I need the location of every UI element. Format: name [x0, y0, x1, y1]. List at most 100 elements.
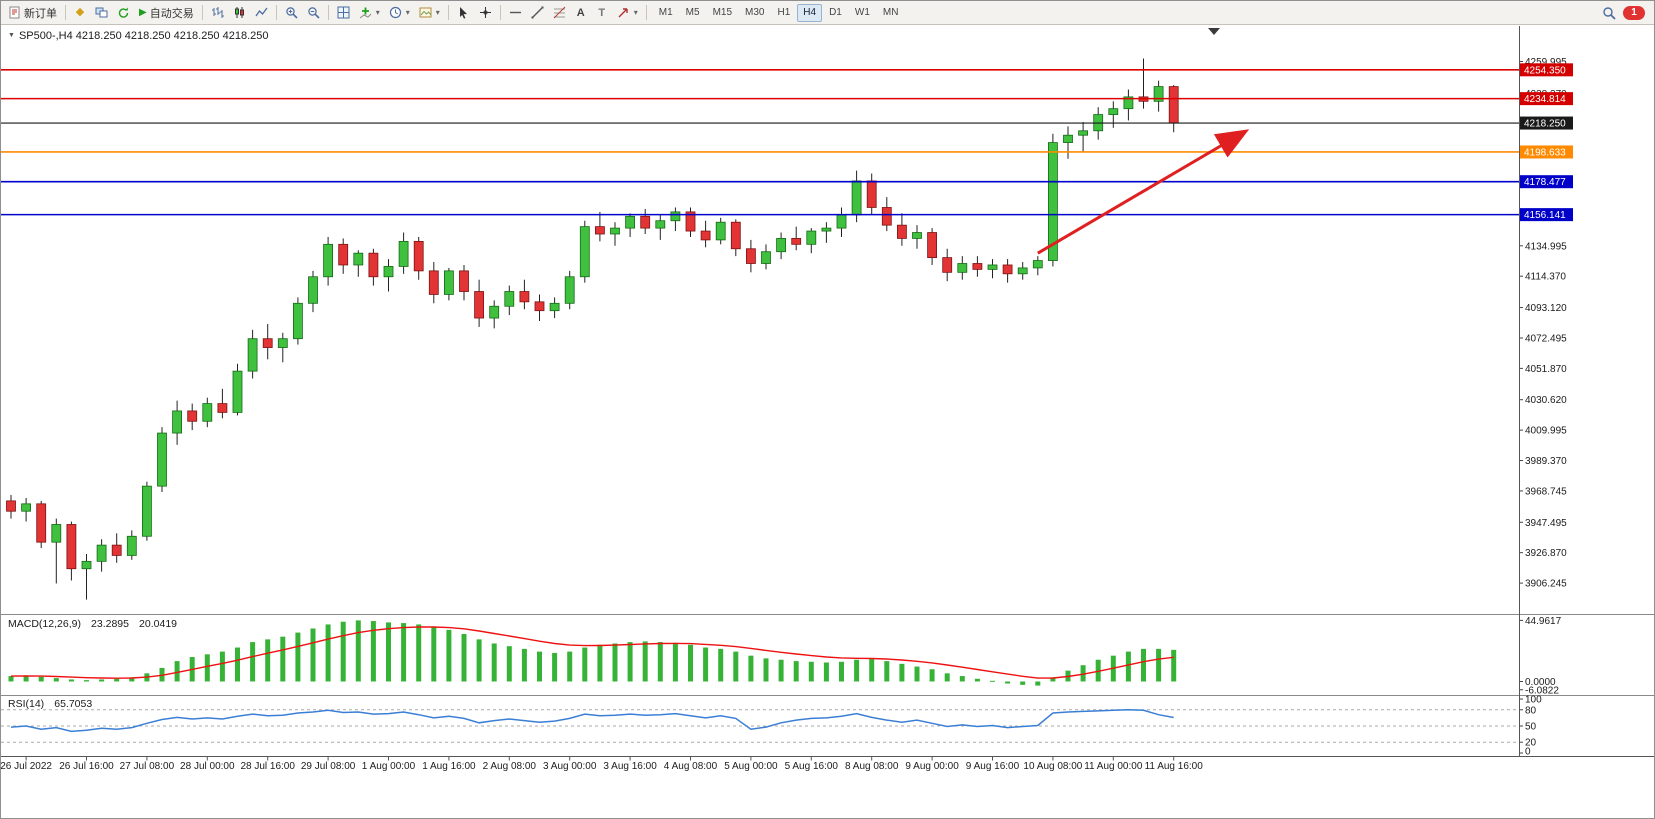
candle-body: [1123, 96, 1134, 110]
trend-arrow[interactable]: [1037, 129, 1250, 255]
macd-bar: [929, 669, 935, 682]
y-tick-label: 3947.495: [1525, 518, 1567, 529]
candle-body: [443, 270, 454, 295]
chart-canvas[interactable]: 4259.9954238.3704134.9954114.3704093.120…: [1, 26, 1655, 819]
timeframe-D1[interactable]: D1: [823, 4, 848, 22]
crosshair-button[interactable]: [475, 3, 496, 23]
timeframe-M15[interactable]: M15: [707, 4, 738, 22]
notification-badge[interactable]: 1: [1623, 5, 1645, 20]
fibonacci-button[interactable]: [549, 3, 570, 23]
candle-body: [519, 291, 530, 303]
templates-button[interactable]: ▾: [415, 3, 444, 23]
macd-bar: [1171, 649, 1177, 682]
chevron-down-icon: ▾: [375, 8, 380, 17]
candle-body: [549, 302, 560, 312]
line-chart-button[interactable]: [251, 3, 272, 23]
macd-bar: [899, 663, 905, 682]
candle-body: [202, 403, 213, 422]
label-tool-label: T: [598, 6, 606, 19]
label-tool-button[interactable]: T: [592, 3, 612, 23]
x-tick-label: 11 Aug 16:00: [1145, 761, 1204, 772]
macd-bar: [99, 679, 105, 682]
candle-body: [413, 240, 424, 272]
candle-body: [927, 232, 937, 258]
autotrading-button[interactable]: ▶ 自动交易: [135, 3, 198, 23]
trendline-button[interactable]: [527, 3, 548, 23]
macd-bar: [552, 652, 558, 682]
timeframe-H1[interactable]: H1: [771, 4, 796, 22]
candle-body: [1063, 134, 1073, 143]
timeframe-M5[interactable]: M5: [680, 4, 706, 22]
macd-bar: [1020, 681, 1026, 685]
candle-body: [21, 503, 32, 512]
x-tick-label: 9 Aug 00:00: [905, 761, 959, 772]
candle-body: [579, 226, 590, 278]
macd-axis-label: 44.9617: [1525, 616, 1562, 627]
macd-bar: [748, 655, 754, 682]
line-chart-icon: [255, 7, 268, 17]
macd-bar: [446, 629, 452, 682]
timeframe-W1[interactable]: W1: [849, 4, 876, 22]
x-tick-label: 9 Aug 16:00: [966, 761, 1020, 772]
timeframe-MN[interactable]: MN: [877, 4, 905, 22]
rsi-axis-label: 20: [1525, 738, 1537, 749]
candle-body: [277, 338, 288, 348]
x-tick-label: 1 Aug 00:00: [362, 761, 416, 772]
price-label-text: 4234.814: [1524, 94, 1566, 105]
candle-body: [187, 410, 198, 422]
macd-bar: [219, 651, 225, 682]
y-tick-label: 4134.995: [1525, 241, 1567, 252]
candle-body: [866, 180, 877, 208]
indicators-button[interactable]: ▾: [355, 3, 384, 23]
timeframe-M1[interactable]: M1: [653, 4, 679, 22]
candle-body: [595, 226, 605, 235]
candle-body: [1048, 142, 1058, 261]
candle-body: [821, 227, 832, 232]
refresh-button[interactable]: [113, 3, 134, 23]
macd-bar: [612, 643, 618, 682]
macd-bar: [84, 680, 89, 682]
price-label-box: [1520, 145, 1573, 159]
time-axis: 26 Jul 2022 26 Jul 16:00 27 Jul 08:00 28 Ju…: [1, 756, 1204, 772]
cursor-button[interactable]: [453, 3, 474, 23]
refresh-icon: [118, 7, 129, 18]
new-chart-button[interactable]: ◆: [70, 3, 90, 23]
toolbar-separator: [327, 5, 329, 20]
horizontal-line-button[interactable]: [505, 3, 526, 23]
x-tick-label: 28 Jul 16:00: [240, 761, 295, 772]
candle-body: [96, 544, 107, 562]
text-tool-button[interactable]: A: [571, 3, 591, 23]
profiles-button[interactable]: [91, 3, 112, 23]
cursor-icon: [459, 7, 467, 19]
macd-signal-line: [10, 626, 1174, 679]
new-order-button[interactable]: 新订单: [4, 3, 61, 23]
y-axis-ticks: 4259.9954238.3704134.9954114.3704093.120…: [1519, 57, 1567, 590]
tile-windows-button[interactable]: [333, 3, 354, 23]
rsi-axis-label: 100: [1525, 695, 1542, 706]
timeframe-H4[interactable]: H4: [797, 3, 823, 22]
macd-bar: [703, 647, 709, 682]
macd-bar: [280, 636, 286, 682]
periods-button[interactable]: ▾: [385, 3, 414, 23]
bar-chart-button[interactable]: [207, 3, 228, 23]
candle-body: [700, 230, 711, 241]
macd-bar: [401, 623, 407, 682]
candlestick-chart-button[interactable]: [229, 3, 250, 23]
macd-bar: [627, 642, 633, 682]
autotrading-label: 自动交易: [149, 7, 194, 20]
chart-region: 4259.9954238.3704134.9954114.3704093.120…: [1, 26, 1655, 819]
price-label-text: 4198.633: [1524, 147, 1566, 158]
x-tick-label: 26 Jul 2022: [1, 761, 52, 772]
zoom-in-button[interactable]: [281, 3, 302, 23]
candle-body: [383, 266, 394, 278]
x-tick-label: 4 Aug 08:00: [664, 761, 718, 772]
zoom-out-button[interactable]: [303, 3, 324, 23]
timeframe-M30[interactable]: M30: [739, 4, 770, 22]
candle-body: [51, 524, 62, 543]
search-button[interactable]: [1598, 3, 1620, 23]
macd-axis-label: 0.0000: [1525, 677, 1556, 688]
arrows-tool-button[interactable]: ▾: [613, 3, 642, 23]
macd-bar: [431, 627, 437, 682]
macd-bar: [959, 676, 965, 682]
